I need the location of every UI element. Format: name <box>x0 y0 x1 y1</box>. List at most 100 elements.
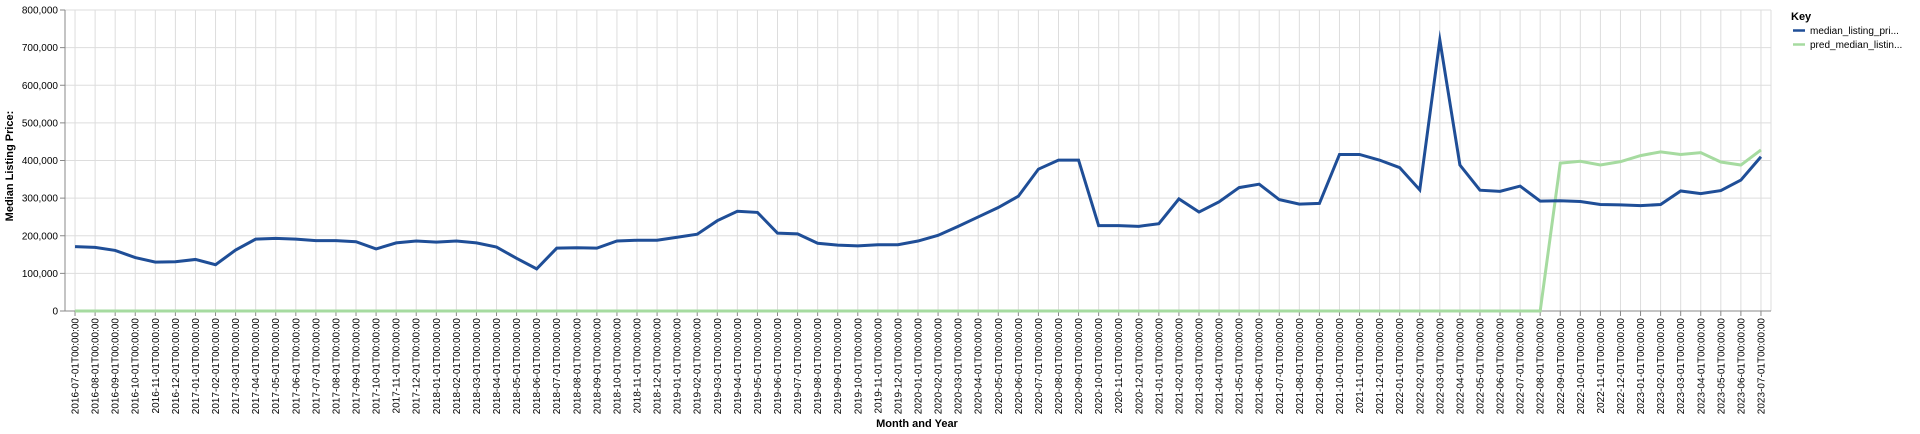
legend-label: pred_median_listin... <box>1810 40 1902 51</box>
y-tick-label: 500,000 <box>22 118 59 129</box>
x-tick-label: 2018-11-01T00:00:00 <box>633 318 644 414</box>
x-tick-label: 2021-07-01T00:00:00 <box>1275 318 1286 415</box>
x-tick-label: 2020-11-01T00:00:00 <box>1114 318 1125 414</box>
x-tick-label: 2021-04-01T00:00:00 <box>1215 318 1226 415</box>
x-tick-label: 2020-09-01T00:00:00 <box>1074 318 1085 415</box>
x-tick-label: 2017-03-01T00:00:00 <box>231 318 242 415</box>
x-tick-label: 2019-10-01T00:00:00 <box>853 318 864 415</box>
x-tick-label: 2021-08-01T00:00:00 <box>1295 318 1306 415</box>
x-tick-label: 2017-09-01T00:00:00 <box>352 318 363 415</box>
x-tick-label: 2020-08-01T00:00:00 <box>1054 318 1065 415</box>
x-tick-label: 2021-10-01T00:00:00 <box>1335 318 1346 415</box>
x-tick-label: 2018-08-01T00:00:00 <box>572 318 583 415</box>
series-line-1 <box>75 148 1762 313</box>
x-tick-label: 2022-07-01T00:00:00 <box>1516 318 1527 415</box>
x-tick-label: 2019-07-01T00:00:00 <box>793 318 804 415</box>
x-tick-label: 2022-01-01T00:00:00 <box>1395 318 1406 415</box>
x-tick-label: 2021-11-01T00:00:00 <box>1355 318 1366 414</box>
x-tick-label: 2017-12-01T00:00:00 <box>412 318 423 415</box>
x-tick-label: 2022-05-01T00:00:00 <box>1475 318 1486 415</box>
x-tick-label: 2021-05-01T00:00:00 <box>1235 318 1246 415</box>
x-tick-label: 2018-03-01T00:00:00 <box>472 318 483 415</box>
x-tick-label: 2021-09-01T00:00:00 <box>1315 318 1326 415</box>
x-tick-label: 2020-07-01T00:00:00 <box>1034 318 1045 415</box>
x-tick-label: 2021-12-01T00:00:00 <box>1375 318 1386 415</box>
x-tick-label: 2019-04-01T00:00:00 <box>733 318 744 415</box>
x-tick-label: 2021-03-01T00:00:00 <box>1194 318 1205 415</box>
x-tick-label: 2018-10-01T00:00:00 <box>612 318 623 415</box>
x-tick-label: 2018-07-01T00:00:00 <box>552 318 563 415</box>
x-tick-label: 2017-05-01T00:00:00 <box>271 318 282 415</box>
legend-label: median_listing_pri... <box>1810 26 1899 37</box>
x-tick-label: 2021-01-01T00:00:00 <box>1154 318 1165 415</box>
x-tick-label: 2017-02-01T00:00:00 <box>211 318 222 415</box>
x-tick-label: 2020-02-01T00:00:00 <box>934 318 945 415</box>
x-tick-label: 2020-12-01T00:00:00 <box>1134 318 1145 415</box>
x-tick-label: 2022-09-01T00:00:00 <box>1556 318 1567 415</box>
legend-title: Key <box>1791 11 1812 23</box>
x-tick-label: 2023-01-01T00:00:00 <box>1636 318 1647 415</box>
x-tick-label: 2019-09-01T00:00:00 <box>833 318 844 415</box>
x-tick-label: 2022-04-01T00:00:00 <box>1455 318 1466 415</box>
y-tick-label: 400,000 <box>22 156 59 167</box>
x-tick-label: 2017-11-01T00:00:00 <box>392 318 403 414</box>
x-tick-label: 2019-12-01T00:00:00 <box>893 318 904 415</box>
x-tick-label: 2018-04-01T00:00:00 <box>492 318 503 415</box>
x-tick-label: 2019-11-01T00:00:00 <box>873 318 884 414</box>
x-tick-label: 2022-02-01T00:00:00 <box>1415 318 1426 415</box>
x-tick-label: 2018-06-01T00:00:00 <box>532 318 543 415</box>
x-tick-label: 2018-05-01T00:00:00 <box>512 318 523 415</box>
y-tick-label: 600,000 <box>22 81 59 92</box>
x-tick-label: 2023-02-01T00:00:00 <box>1656 318 1667 415</box>
x-tick-label: 2019-01-01T00:00:00 <box>673 318 684 415</box>
x-tick-label: 2017-01-01T00:00:00 <box>191 318 202 415</box>
y-tick-label: 200,000 <box>22 231 59 242</box>
x-tick-label: 2019-05-01T00:00:00 <box>753 318 764 415</box>
series-lines <box>74 29 1763 313</box>
y-tick-label: 300,000 <box>22 194 59 205</box>
x-tick-label: 2018-01-01T00:00:00 <box>432 318 443 415</box>
x-tick-label: 2017-10-01T00:00:00 <box>372 318 383 415</box>
x-tick-label: 2022-12-01T00:00:00 <box>1616 318 1627 415</box>
x-tick-label: 2016-09-01T00:00:00 <box>111 318 122 415</box>
y-axis: 0 100,000 200,000 300,000 400,000 500,000 600,… <box>22 6 66 318</box>
x-tick-label: 2018-12-01T00:00:00 <box>653 318 664 415</box>
x-tick-label: 2020-10-01T00:00:00 <box>1094 318 1105 415</box>
x-tick-label: 2023-07-01T00:00:00 <box>1756 318 1767 415</box>
x-tick-label: 2022-08-01T00:00:00 <box>1536 318 1547 415</box>
x-tick-label: 2016-12-01T00:00:00 <box>171 318 182 415</box>
grid-lines <box>65 9 1772 312</box>
y-tick-label: 700,000 <box>22 43 59 54</box>
x-axis: 2016-07-01T00:00:00 2016-08-01T00:00:00 20… <box>65 310 1771 415</box>
x-tick-label: 2019-06-01T00:00:00 <box>773 318 784 415</box>
x-tick-label: 2022-06-01T00:00:00 <box>1496 318 1507 415</box>
x-tick-label: 2016-07-01T00:00:00 <box>71 318 82 415</box>
x-tick-label: 2022-10-01T00:00:00 <box>1576 318 1587 415</box>
x-tick-label: 2020-05-01T00:00:00 <box>994 318 1005 415</box>
x-tick-label: 2020-03-01T00:00:00 <box>954 318 965 415</box>
x-tick-label: 2019-03-01T00:00:00 <box>713 318 724 415</box>
y-tick-label: 100,000 <box>22 269 59 280</box>
x-tick-label: 2023-06-01T00:00:00 <box>1736 318 1747 415</box>
x-tick-label: 2022-03-01T00:00:00 <box>1435 318 1446 415</box>
x-tick-label: 2023-05-01T00:00:00 <box>1716 318 1727 415</box>
x-tick-label: 2017-06-01T00:00:00 <box>291 318 302 415</box>
x-tick-label: 2016-08-01T00:00:00 <box>91 318 102 415</box>
x-tick-label: 2016-10-01T00:00:00 <box>131 318 142 415</box>
series-line-0 <box>74 29 1763 271</box>
x-tick-label: 2016-11-01T00:00:00 <box>151 318 162 414</box>
y-axis-title: Median Listing Price: <box>4 111 16 222</box>
x-tick-label: 2018-09-01T00:00:00 <box>592 318 603 415</box>
x-tick-label: 2018-02-01T00:00:00 <box>452 318 463 415</box>
y-tick-label: 800,000 <box>22 6 59 17</box>
x-tick-label: 2017-04-01T00:00:00 <box>251 318 262 415</box>
x-tick-label: 2019-08-01T00:00:00 <box>813 318 824 415</box>
x-tick-label: 2023-04-01T00:00:00 <box>1696 318 1707 415</box>
x-tick-label: 2022-11-01T00:00:00 <box>1596 318 1607 414</box>
legend-items: median_listing_pri... pred_median_listin.… <box>1793 26 1902 51</box>
legend: Key median_listing_pri... pred_median_lis… <box>1791 11 1902 51</box>
x-tick-label: 2017-07-01T00:00:00 <box>311 318 322 415</box>
x-tick-label: 2019-02-01T00:00:00 <box>693 318 704 415</box>
x-tick-label: 2020-04-01T00:00:00 <box>974 318 985 415</box>
